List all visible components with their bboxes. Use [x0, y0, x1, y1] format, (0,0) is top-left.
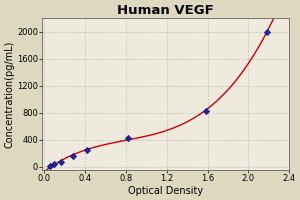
Point	[264, 30, 269, 33]
Point	[70, 155, 75, 158]
Point	[52, 163, 57, 166]
X-axis label: Optical Density: Optical Density	[128, 186, 203, 196]
Y-axis label: Concentration(pg/mL): Concentration(pg/mL)	[4, 40, 14, 148]
Point	[85, 149, 90, 152]
Point	[203, 110, 208, 113]
Point	[48, 164, 53, 167]
Title: Human VEGF: Human VEGF	[117, 4, 214, 17]
Point	[126, 136, 130, 139]
Point	[58, 160, 63, 163]
